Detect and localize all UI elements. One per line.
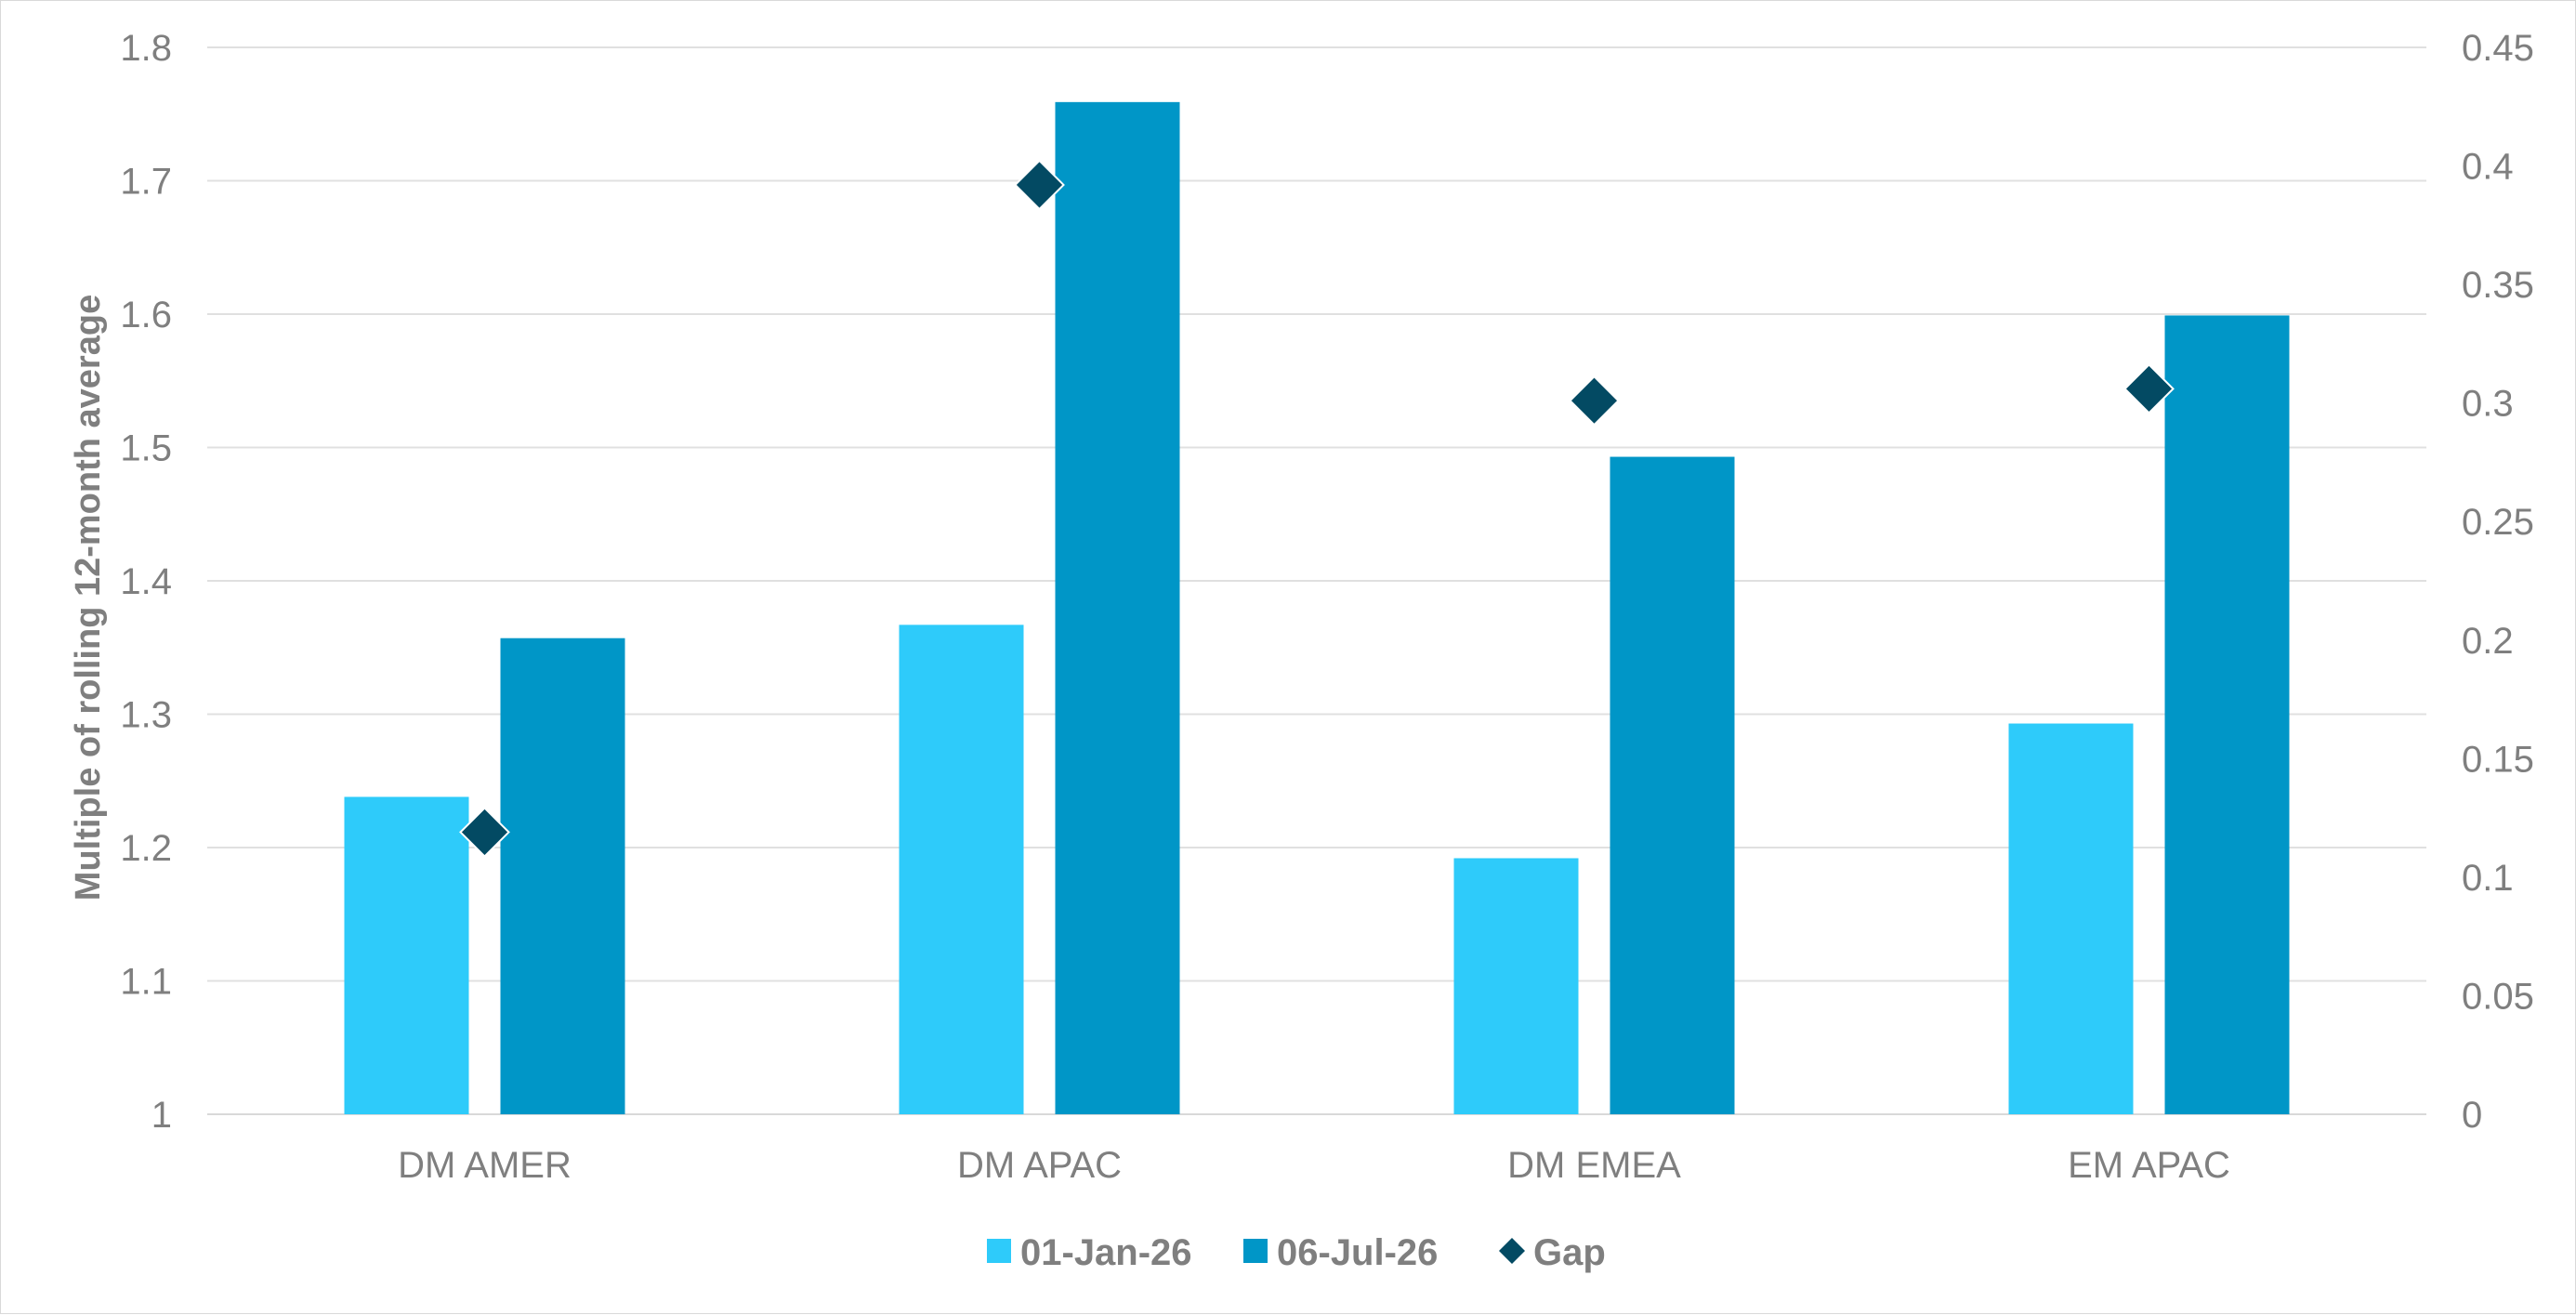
y-tick-label: 1 bbox=[151, 1095, 172, 1136]
gap-marker-EM-APAC bbox=[2123, 362, 2175, 414]
gap-marker-DM-AMER bbox=[459, 807, 510, 858]
legend-swatch-gap bbox=[1499, 1238, 1525, 1264]
y2-tick-label: 0.4 bbox=[2462, 147, 2514, 188]
y-tick-label: 1.1 bbox=[120, 962, 172, 1003]
gap-marker-DM-APAC bbox=[1014, 159, 1065, 211]
legend-swatch-06-Jul-26 bbox=[1243, 1239, 1268, 1263]
x-tick-label: EM APAC bbox=[2068, 1145, 2230, 1186]
y-tick-label: 1.5 bbox=[120, 428, 172, 469]
y-tick-label: 1.4 bbox=[120, 561, 172, 602]
y-tick-label: 1.7 bbox=[120, 162, 172, 203]
gap-marker-DM-EMEA bbox=[1569, 375, 1620, 427]
right-axis-ticks: 0 0.05 0.1 0.15 0.2 0.25 0.3 0.35 0.4 0.45 bbox=[2462, 28, 2534, 1136]
gap-markers bbox=[459, 159, 2175, 858]
y2-tick-label: 0.05 bbox=[2462, 976, 2534, 1017]
legend-label: 01-Jan-26 bbox=[1020, 1232, 1192, 1273]
bar-01-Jan-26-EM-APAC bbox=[2008, 723, 2134, 1114]
category-labels: DM AMER DM APAC DM EMEA EM APAC bbox=[398, 1145, 2230, 1186]
y2-tick-label: 0.1 bbox=[2462, 858, 2514, 899]
legend-swatch-01-Jan-26 bbox=[987, 1239, 1011, 1263]
y2-tick-label: 0.15 bbox=[2462, 739, 2534, 780]
y2-tick-label: 0 bbox=[2462, 1095, 2482, 1136]
x-tick-label: DM EMEA bbox=[1507, 1145, 1681, 1186]
y-tick-label: 1.6 bbox=[120, 295, 172, 335]
y-tick-label: 1.3 bbox=[120, 695, 172, 736]
y2-tick-label: 0.3 bbox=[2462, 384, 2514, 425]
bar-06-Jul-26-DM-EMEA bbox=[1610, 456, 1735, 1114]
bar-06-Jul-26-DM-APAC bbox=[1055, 101, 1180, 1115]
y2-tick-label: 0.2 bbox=[2462, 621, 2514, 662]
bar-06-Jul-26-DM-AMER bbox=[500, 638, 625, 1114]
y2-tick-label: 0.25 bbox=[2462, 502, 2534, 543]
y-tick-label: 1.8 bbox=[120, 28, 172, 69]
x-tick-label: DM APAC bbox=[957, 1145, 1122, 1186]
bar-01-Jan-26-DM-AMER bbox=[344, 796, 469, 1114]
bars bbox=[344, 101, 2290, 1115]
y-axis-title: Multiple of rolling 12-month average bbox=[69, 295, 108, 901]
left-axis-ticks: 1 1.1 1.2 1.3 1.4 1.5 1.6 1.7 1.8 bbox=[120, 28, 172, 1136]
bar-01-Jan-26-DM-EMEA bbox=[1453, 858, 1579, 1114]
y2-tick-label: 0.35 bbox=[2462, 265, 2534, 306]
legend-label: Gap bbox=[1533, 1232, 1606, 1273]
bar-01-Jan-26-DM-APAC bbox=[899, 625, 1024, 1114]
legend: 01-Jan-26 06-Jul-26 Gap bbox=[987, 1232, 1606, 1273]
y2-tick-label: 0.45 bbox=[2462, 28, 2534, 69]
bar-06-Jul-26-EM-APAC bbox=[2164, 315, 2290, 1114]
y-tick-label: 1.2 bbox=[120, 828, 172, 869]
x-tick-label: DM AMER bbox=[398, 1145, 572, 1186]
legend-label: 06-Jul-26 bbox=[1277, 1232, 1438, 1273]
